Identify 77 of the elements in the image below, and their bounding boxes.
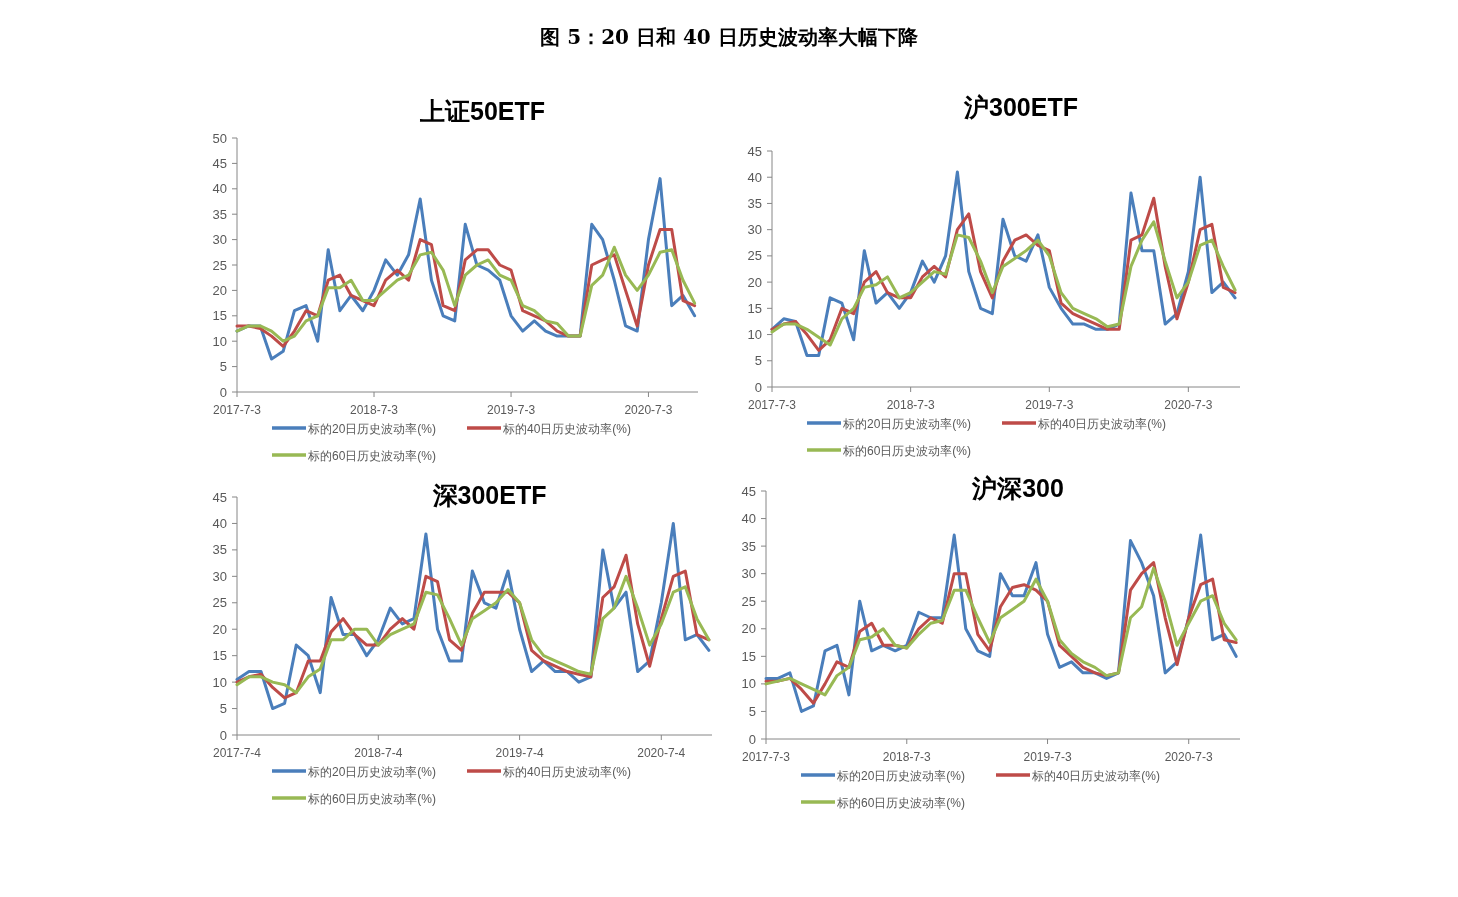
y-tick-label: 45 bbox=[747, 143, 762, 159]
x-tick-label: 2017-7-4 bbox=[212, 746, 262, 760]
y-tick-label: 30 bbox=[212, 232, 227, 248]
x-tick-label: 2018-7-3 bbox=[886, 398, 935, 412]
legend-label: 标的20日历史波动率(%) bbox=[842, 416, 972, 431]
x-tick-label: 2019-7-3 bbox=[1025, 398, 1074, 412]
x-tick-label: 2018-7-4 bbox=[354, 746, 403, 760]
y-tick-label: 20 bbox=[747, 274, 762, 290]
legend-label: 标的40日历史波动率(%) bbox=[502, 421, 632, 436]
y-tick-label: 40 bbox=[212, 515, 227, 531]
y-tick-label: 35 bbox=[747, 195, 762, 211]
y-tick-label: 40 bbox=[741, 511, 756, 527]
chart-title: 深300ETF bbox=[431, 481, 547, 509]
y-tick-label: 40 bbox=[747, 169, 762, 185]
y-tick-label: 25 bbox=[741, 593, 756, 609]
y-tick-label: 40 bbox=[212, 181, 227, 197]
y-tick-label: 30 bbox=[747, 222, 762, 238]
y-tick-label: 15 bbox=[212, 648, 227, 664]
line-series bbox=[235, 574, 711, 695]
x-tick-label: 2019-7-3 bbox=[1023, 750, 1072, 764]
chart-title: 沪300ETF bbox=[963, 93, 1078, 121]
x-tick-label: 2020-7-3 bbox=[1164, 750, 1214, 764]
y-tick-label: 15 bbox=[747, 300, 762, 316]
y-tick-label: 5 bbox=[748, 703, 756, 719]
y-tick-label: 5 bbox=[219, 359, 227, 375]
x-tick-label: 2017-7-3 bbox=[741, 750, 791, 764]
y-tick-label: 45 bbox=[212, 489, 227, 505]
legend-label: 标的60日历史波动率(%) bbox=[842, 443, 972, 458]
y-tick-label: 25 bbox=[212, 257, 227, 273]
legend-label: 标的60日历史波动率(%) bbox=[307, 791, 437, 806]
x-tick-label: 2020-7-4 bbox=[637, 746, 686, 760]
y-tick-label: 15 bbox=[741, 648, 756, 664]
x-tick-label: 2019-7-4 bbox=[495, 746, 544, 760]
y-tick-label: 0 bbox=[219, 384, 227, 400]
x-tick-label: 2020-7-3 bbox=[624, 403, 673, 417]
x-tick-label: 2020-7-3 bbox=[1164, 398, 1213, 412]
legend-label: 标的40日历史波动率(%) bbox=[1037, 416, 1167, 431]
chart-title: 上证50ETF bbox=[418, 97, 546, 125]
legend-label: 标的40日历史波动率(%) bbox=[1031, 768, 1161, 783]
line-series bbox=[235, 245, 697, 343]
x-tick-label: 2017-7-3 bbox=[212, 403, 262, 417]
y-tick-label: 0 bbox=[754, 379, 762, 395]
legend-label: 标的20日历史波动率(%) bbox=[836, 768, 966, 783]
y-tick-label: 45 bbox=[212, 155, 227, 171]
y-tick-label: 15 bbox=[212, 308, 227, 324]
y-tick-label: 35 bbox=[212, 206, 227, 222]
legend-label: 标的60日历史波动率(%) bbox=[836, 795, 966, 810]
x-tick-label: 2018-7-3 bbox=[882, 750, 932, 764]
y-tick-label: 10 bbox=[747, 327, 762, 343]
y-tick-label: 30 bbox=[212, 568, 227, 584]
y-tick-label: 45 bbox=[741, 483, 756, 499]
y-tick-label: 20 bbox=[212, 282, 227, 298]
y-tick-label: 25 bbox=[212, 595, 227, 611]
y-tick-label: 20 bbox=[212, 621, 227, 637]
x-tick-label: 2017-7-3 bbox=[747, 398, 797, 412]
y-tick-label: 20 bbox=[741, 621, 756, 637]
y-tick-label: 30 bbox=[741, 566, 756, 582]
legend-label: 标的20日历史波动率(%) bbox=[307, 421, 437, 436]
x-tick-label: 2018-7-3 bbox=[350, 403, 399, 417]
text: 图 5：20 日和 40 日历史波动率大幅下降 bbox=[540, 25, 919, 49]
y-tick-label: 25 bbox=[747, 248, 762, 264]
y-tick-label: 5 bbox=[754, 353, 762, 369]
y-tick-label: 35 bbox=[741, 538, 756, 554]
legend-label: 标的40日历史波动率(%) bbox=[502, 764, 632, 779]
legend-label: 标的60日历史波动率(%) bbox=[307, 448, 437, 463]
y-tick-label: 0 bbox=[219, 727, 227, 743]
x-tick-label: 2019-7-3 bbox=[487, 403, 536, 417]
y-tick-label: 5 bbox=[219, 701, 227, 717]
y-tick-label: 10 bbox=[212, 333, 227, 349]
y-tick-label: 0 bbox=[748, 731, 756, 747]
y-tick-label: 35 bbox=[212, 542, 227, 558]
y-tick-label: 10 bbox=[212, 674, 227, 690]
line-series bbox=[770, 220, 1237, 347]
chart-title: 沪深300 bbox=[971, 474, 1064, 502]
y-tick-label: 50 bbox=[212, 130, 227, 146]
legend-label: 标的20日历史波动率(%) bbox=[307, 764, 437, 779]
y-tick-label: 10 bbox=[741, 676, 756, 692]
